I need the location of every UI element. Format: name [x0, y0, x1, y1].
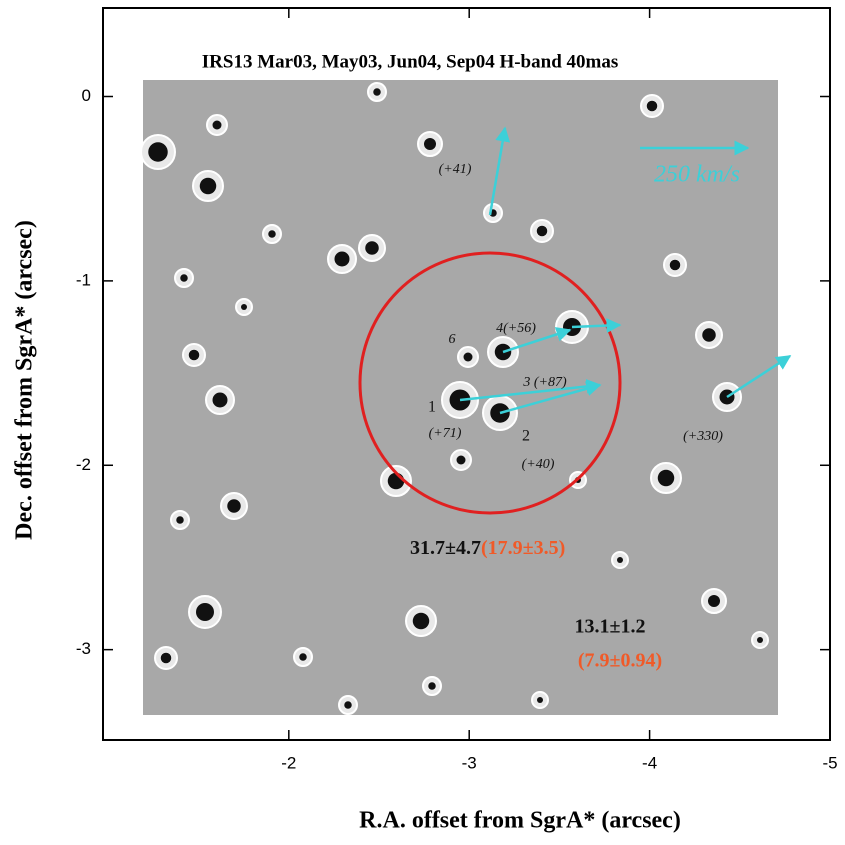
star-core: [227, 499, 241, 513]
y-tick-label: -1: [76, 270, 91, 289]
velocity-arrow: [571, 318, 622, 334]
star-core: [299, 653, 307, 661]
x-axis-label: R.A. offset from SgrA* (arcsec): [359, 808, 681, 834]
annotation-part: 31.7±4.7: [410, 537, 481, 559]
star-core: [344, 701, 352, 709]
annotation: (7.9±0.94): [578, 650, 662, 672]
star-core: [702, 328, 716, 342]
star-core: [708, 595, 720, 607]
chart-title: IRS13 Mar03, May03, Jun04, Sep04 H-band …: [202, 51, 618, 72]
star-core: [456, 455, 466, 465]
star-core: [373, 88, 381, 96]
star-core: [646, 100, 658, 112]
star-core: [180, 274, 188, 282]
star-core: [148, 142, 168, 162]
star-core: [199, 177, 217, 195]
annotation: (+41): [439, 162, 472, 177]
star-core: [617, 557, 623, 563]
star-core: [657, 469, 675, 487]
velocity-arrow: [499, 381, 602, 415]
star-core: [241, 304, 247, 310]
star-core: [188, 349, 200, 361]
annotation: 1: [428, 399, 436, 416]
plot-frame: [102, 7, 831, 741]
star-core: [412, 612, 430, 630]
x-tick-label: -5: [822, 753, 837, 772]
star-core: [387, 472, 405, 490]
velocity-arrow: [459, 378, 602, 402]
star-core: [536, 225, 548, 237]
star-core: [428, 682, 436, 690]
velocity-arrow: [726, 354, 792, 399]
y-tick-label: -3: [76, 639, 91, 658]
annotation: 4(+56): [496, 321, 536, 336]
annotation: (+71): [429, 426, 462, 441]
annotation: 6: [449, 332, 456, 347]
star-core: [463, 352, 473, 362]
star-core: [537, 697, 543, 703]
annotation: (+330): [683, 429, 723, 444]
y-tick-label: -2: [76, 455, 91, 474]
star-core: [212, 392, 228, 408]
annotation-part: (17.9±3.5): [481, 537, 565, 559]
star-core: [212, 120, 222, 130]
x-tick-label: -4: [642, 753, 657, 772]
y-tick-label: 0: [82, 86, 91, 105]
star-core: [365, 241, 379, 255]
star-core: [268, 230, 276, 238]
star-core: [669, 259, 681, 271]
star-core: [196, 603, 214, 621]
star-core: [757, 637, 763, 643]
y-axis-label: Dec. offset from SgrA* (arcsec): [12, 220, 38, 540]
annotation: (+40): [522, 457, 555, 472]
region-circle: [358, 251, 622, 515]
star-core: [334, 251, 350, 267]
star-core: [176, 516, 184, 524]
velocity-arrow: [502, 327, 572, 354]
star-core: [424, 138, 436, 150]
velocity-arrow: [488, 126, 511, 216]
x-tick-label: -2: [281, 753, 296, 772]
x-tick-label: -3: [462, 753, 477, 772]
annotation: 2: [522, 428, 530, 445]
star-core: [160, 652, 172, 664]
annotation: 13.1±1.2: [575, 616, 646, 638]
annotation: 31.7±4.7(17.9±3.5): [410, 537, 565, 559]
annotation: 250 km/s: [654, 162, 740, 188]
annotation: 3 (+87): [522, 375, 567, 390]
